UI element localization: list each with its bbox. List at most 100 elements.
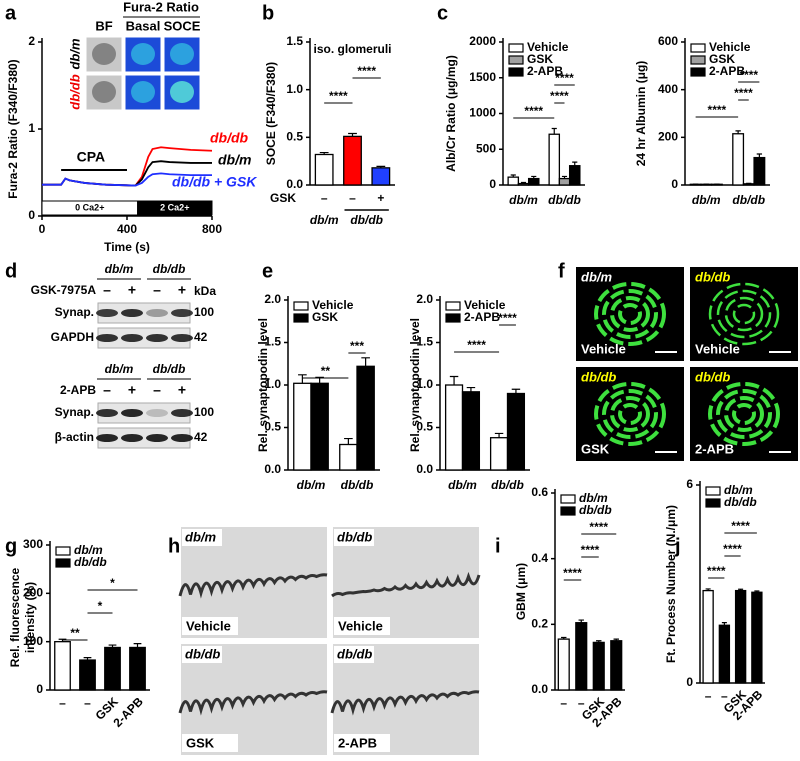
significance-label: **** <box>708 103 727 117</box>
y-tick-label: 2.0 <box>264 292 281 306</box>
legend-swatch <box>445 313 461 323</box>
legend-swatch <box>445 301 461 311</box>
y-tick-label: 0.6 <box>531 485 548 499</box>
bar <box>444 384 464 471</box>
x-tick-label: db/db <box>491 478 524 492</box>
bar <box>506 392 526 471</box>
x-tick-label: – <box>321 191 328 205</box>
image-genotype: db/m <box>185 529 216 544</box>
y-tick-label: 1.5 <box>264 335 281 349</box>
label-bg <box>334 529 374 546</box>
label-bg <box>182 734 238 752</box>
inset-column: Basal <box>126 18 161 33</box>
y-tick-label: 0.5 <box>264 420 281 434</box>
blot-band <box>121 309 143 317</box>
legend-label: db/m <box>724 483 753 497</box>
x-tick-label: 0 <box>39 222 46 236</box>
significance-label: **** <box>555 71 574 85</box>
y-tick-label: 2.0 <box>416 292 433 306</box>
error-bar <box>572 161 578 166</box>
y-axis-label: Rel. synaptopodin level <box>408 318 422 452</box>
bar <box>718 624 731 684</box>
y-tick-label: 0.0 <box>286 177 303 191</box>
significance-label: *** <box>350 339 364 353</box>
error-bar <box>108 644 117 648</box>
inset-cell <box>92 43 116 65</box>
blot-treatment: GSK-7975A <box>31 283 97 297</box>
blot-band <box>146 409 168 417</box>
legend-label: 2-APB <box>709 64 745 78</box>
inset-cell <box>170 43 194 65</box>
bar <box>356 365 375 471</box>
y-tick-label: 1.0 <box>416 377 433 391</box>
blot-band <box>171 309 193 317</box>
error-bar <box>561 175 568 179</box>
bar <box>753 156 766 186</box>
error-bar <box>754 590 760 593</box>
legend-swatch <box>55 546 71 556</box>
error-bar <box>705 588 711 591</box>
legend-swatch <box>508 43 524 53</box>
trace-label: db/db <box>210 130 249 146</box>
y-axis-label: Ft. Process Number (N./μm) <box>664 505 678 663</box>
y-tick-label: 0.5 <box>286 130 303 144</box>
blot-kda: 42 <box>194 330 208 344</box>
glomerulus <box>708 282 780 346</box>
error-bar <box>298 374 307 384</box>
blot-band <box>121 334 143 342</box>
legend-label: db/db <box>724 495 757 509</box>
error-bar <box>376 165 386 168</box>
y-tick-label: 1000 <box>469 106 496 120</box>
image-treatment: GSK <box>581 441 610 456</box>
error-bar <box>348 132 357 137</box>
y-axis-label: GBM (μm) <box>514 563 528 620</box>
cpa-label: CPA <box>77 149 106 165</box>
legend-swatch <box>560 494 576 504</box>
significance-label: * <box>110 576 115 590</box>
bar <box>129 646 146 691</box>
bar <box>489 437 509 471</box>
label-bg <box>334 734 390 752</box>
blot-kda: 100 <box>194 305 214 319</box>
blot-row-label: Synap. <box>55 305 94 319</box>
significance-label: **** <box>707 564 726 578</box>
x-tick-label: db/db <box>341 478 374 492</box>
image-genotype: db/db <box>185 646 220 661</box>
blot-band <box>171 434 193 442</box>
inset-cell <box>131 43 155 65</box>
bar <box>557 638 570 691</box>
error-bar <box>520 181 527 184</box>
bar <box>592 641 605 691</box>
image-genotype: db/db <box>581 369 616 384</box>
glomerulus <box>610 296 650 332</box>
error-bar <box>735 130 741 134</box>
y-tick-label: 100 <box>23 634 43 648</box>
bar <box>568 165 581 186</box>
label-bg <box>334 617 390 635</box>
bar <box>517 182 530 186</box>
glomerulus <box>724 296 764 332</box>
y-tick-label: 1.5 <box>286 34 303 48</box>
legend-swatch <box>293 313 309 323</box>
significance-label: **** <box>329 89 348 103</box>
error-bar <box>494 432 504 438</box>
bar <box>527 177 540 186</box>
blot-row-label: β-actin <box>55 430 94 444</box>
glomerulus <box>716 389 772 439</box>
bar <box>548 133 561 186</box>
error-bar <box>361 357 370 367</box>
blot-sign: + <box>178 282 186 298</box>
y-axis-label: Rel. synaptopodin level <box>256 318 270 452</box>
y-axis-label: Fura-2 Ratio (F340/F380) <box>6 59 20 198</box>
image-treatment: Vehicle <box>581 341 626 356</box>
error-bar <box>344 437 353 445</box>
significance-label: **** <box>731 519 750 533</box>
significance-label: **** <box>581 543 600 557</box>
blot-band <box>121 409 143 417</box>
group-label: db/db <box>350 213 383 227</box>
image-genotype: db/m <box>581 269 612 284</box>
legend-label: Vehicle <box>527 40 569 54</box>
bar <box>751 591 763 684</box>
legend-label: 2-APB <box>527 64 563 78</box>
